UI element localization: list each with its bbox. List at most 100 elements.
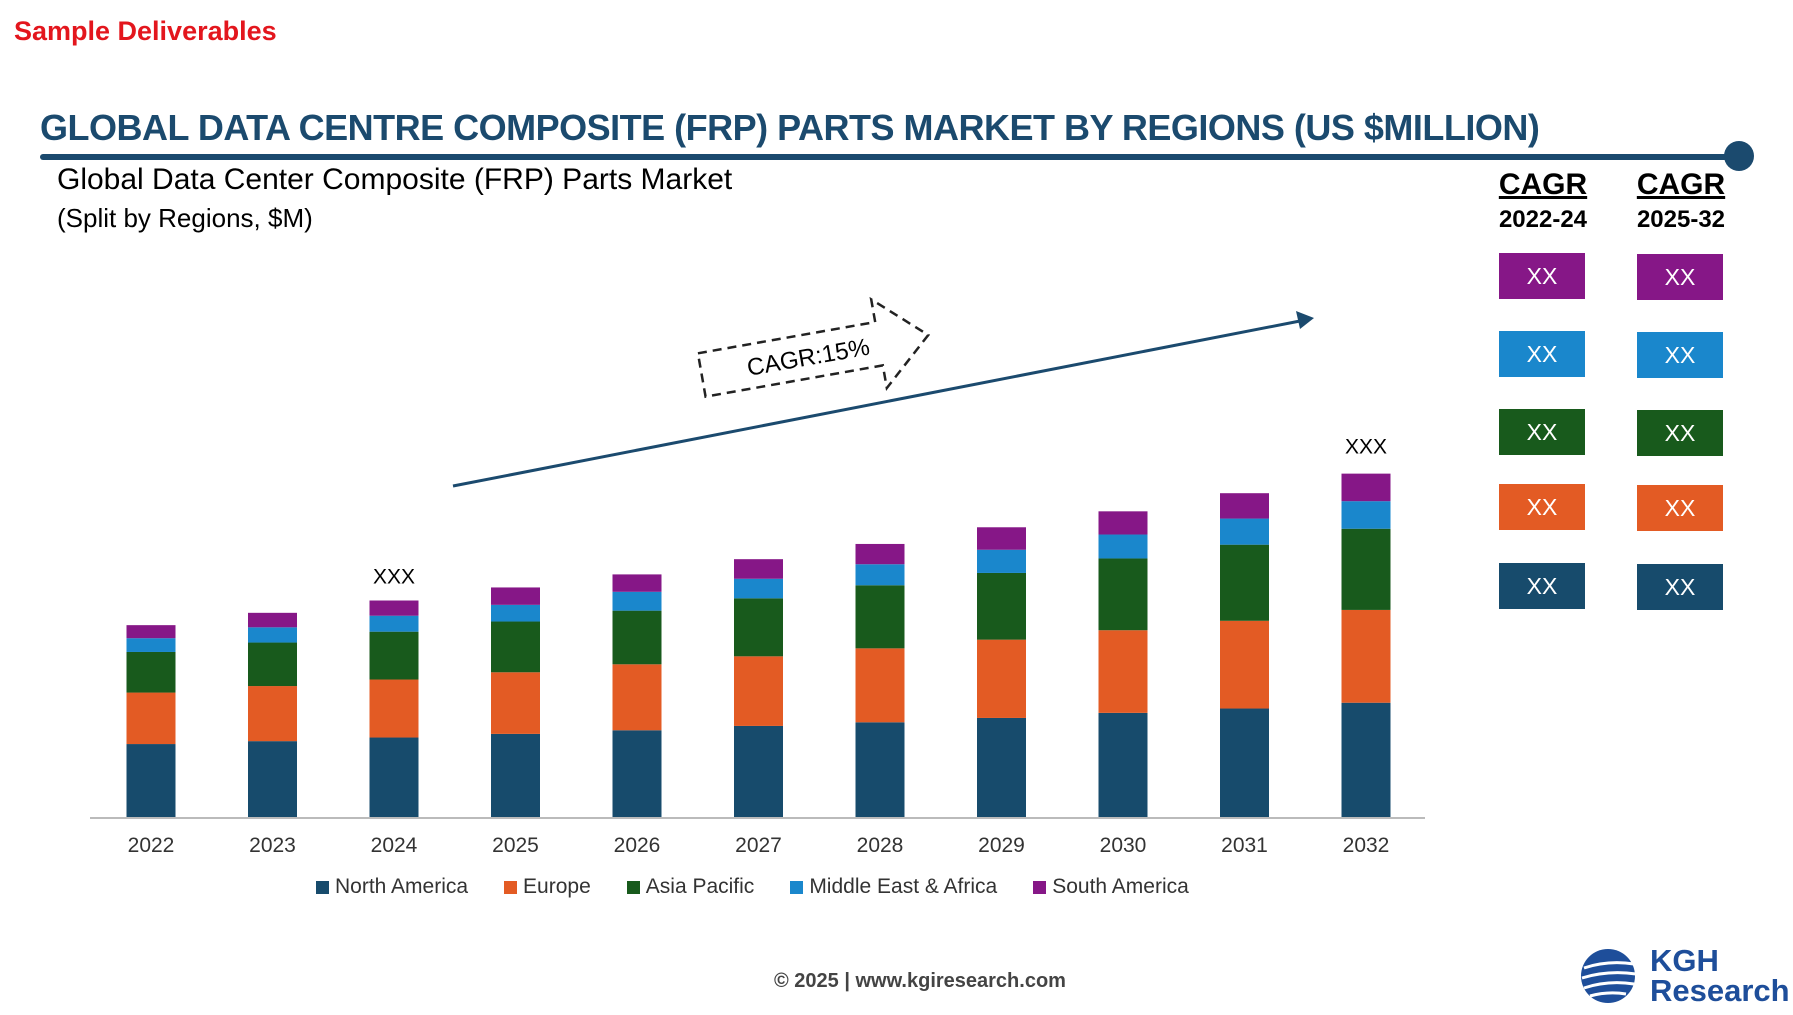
bar-asia-pacific-2026 [612, 610, 662, 665]
legend-swatch [504, 880, 518, 894]
cagr-column-2025-32: CAGR 2025-32 [1611, 168, 1751, 234]
legend-label: Europe [523, 875, 591, 898]
bar-south-america-2026 [612, 574, 662, 592]
bar-europe-2026 [612, 664, 662, 731]
bar-south-america-2022 [126, 625, 176, 639]
cagr-value-middle-east-africa-2022-24: XX [1499, 331, 1585, 377]
legend-label: Middle East & Africa [809, 875, 998, 898]
bar-asia-pacific-2027 [734, 598, 783, 657]
title-underline [40, 154, 1744, 160]
page-title: GLOBAL DATA CENTRE COMPOSITE (FRP) PARTS… [40, 107, 1540, 148]
bar-north-america-2023 [248, 741, 297, 818]
x-tick-label-2024: 2024 [371, 834, 418, 857]
bar-south-america-2024 [369, 600, 419, 616]
bar-asia-pacific-2030 [1098, 558, 1148, 631]
bar-north-america-2026 [612, 730, 662, 818]
bar-asia-pacific-2024 [369, 631, 419, 680]
legend-item-middle-east-africa: Middle East & Africa [790, 875, 997, 899]
x-tick-label-2026: 2026 [614, 834, 661, 857]
globe-icon [1581, 949, 1637, 1003]
cagr-value-south-america-2022-24: XX [1499, 253, 1585, 299]
bar-middle-east-africa-2032 [1341, 501, 1391, 529]
bar-asia-pacific-2023 [248, 642, 297, 687]
bar-south-america-2029 [977, 527, 1026, 550]
bar-middle-east-africa-2023 [248, 627, 297, 643]
data-label-2024: XXX [373, 566, 415, 589]
bar-north-america-2025 [491, 733, 540, 818]
cagr-years: 2022-24 [1498, 206, 1588, 233]
bar-south-america-2027 [734, 559, 783, 579]
bar-north-america-2030 [1098, 712, 1148, 818]
cagr-value-europe-2022-24: XX [1499, 484, 1585, 530]
bar-europe-2025 [491, 672, 540, 734]
bar-europe-2030 [1098, 630, 1148, 713]
bar-middle-east-africa-2028 [855, 564, 905, 586]
bar-north-america-2022 [126, 744, 176, 818]
cagr-value-south-america-2025-32: XX [1637, 254, 1723, 300]
bar-europe-2027 [734, 656, 783, 726]
bar-south-america-2025 [491, 587, 540, 605]
bar-middle-east-africa-2031 [1220, 518, 1269, 545]
cagr-callout-arrow [696, 296, 931, 399]
legend-swatch [626, 880, 640, 894]
footer-copyright: © 2025 | www.kgiresearch.com [774, 970, 1066, 992]
x-tick-label-2022: 2022 [128, 834, 175, 857]
bar-south-america-2031 [1220, 493, 1269, 519]
bar-south-america-2023 [248, 612, 297, 628]
legend-swatch [1033, 880, 1047, 894]
x-tick-label-2023: 2023 [249, 834, 296, 857]
cagr-heading: CAGR [1636, 168, 1726, 201]
bar-europe-2023 [248, 686, 297, 742]
bar-middle-east-africa-2029 [977, 549, 1026, 573]
cagr-value-asia-pacific-2022-24: XX [1499, 409, 1585, 455]
chart-title: Global Data Center Composite (FRP) Parts… [57, 163, 733, 196]
bar-asia-pacific-2029 [977, 572, 1026, 640]
bar-middle-east-africa-2026 [612, 591, 662, 611]
cagr-value-north-america-2025-32: XX [1637, 564, 1723, 610]
bar-middle-east-africa-2025 [491, 604, 540, 622]
cagr-column-2022-24: CAGR 2022-24 [1473, 168, 1613, 234]
bar-south-america-2028 [855, 543, 905, 565]
bar-middle-east-africa-2030 [1098, 534, 1148, 559]
bar-middle-east-africa-2024 [369, 615, 419, 632]
bar-europe-2032 [1341, 609, 1391, 703]
trend-arrowhead [1296, 311, 1314, 329]
legend-item-south-america: South America [1033, 875, 1189, 899]
legend-item-north-america: North America [316, 875, 468, 899]
bar-europe-2031 [1220, 620, 1269, 709]
data-label-2032: XXX [1345, 436, 1387, 459]
x-tick-label-2027: 2027 [735, 834, 782, 857]
legend-swatch [316, 880, 329, 894]
x-tick-label-2028: 2028 [857, 834, 904, 857]
bar-europe-2024 [369, 679, 419, 738]
bar-asia-pacific-2032 [1341, 528, 1391, 610]
bar-north-america-2028 [855, 722, 905, 818]
x-tick-label-2031: 2031 [1221, 834, 1268, 857]
legend-swatch [790, 880, 804, 894]
bar-north-america-2031 [1220, 708, 1269, 818]
sample-deliverables-label: Sample Deliverables [14, 16, 277, 46]
legend-label: Asia Pacific [645, 875, 755, 898]
bar-middle-east-africa-2022 [126, 638, 176, 652]
kgh-research-logo: KGH Research [1578, 943, 1790, 1006]
legend-label: South America [1052, 875, 1189, 898]
bar-europe-2029 [977, 639, 1026, 718]
x-tick-label-2032: 2032 [1343, 834, 1390, 857]
trend-arrow-line [452, 319, 1301, 488]
bar-middle-east-africa-2027 [734, 578, 783, 599]
legend-label: North America [335, 875, 469, 898]
legend-item-asia-pacific: Asia Pacific [626, 875, 755, 899]
cagr-value-north-america-2022-24: XX [1499, 563, 1585, 609]
x-tick-label-2025: 2025 [492, 834, 539, 857]
bar-south-america-2030 [1098, 511, 1148, 535]
chart-subtitle: (Split by Regions, $M) [57, 203, 313, 233]
bar-asia-pacific-2028 [855, 585, 905, 649]
legend-item-europe: Europe [504, 875, 591, 899]
logo-text-kgh: KGH [1650, 943, 1719, 978]
bar-north-america-2032 [1341, 702, 1391, 818]
cagr-heading: CAGR [1498, 168, 1588, 201]
chart-legend: North America Europe Asia Pacific Middle Ea… [316, 875, 1189, 899]
x-tick-label-2029: 2029 [978, 834, 1025, 857]
bar-south-america-2032 [1341, 473, 1391, 502]
